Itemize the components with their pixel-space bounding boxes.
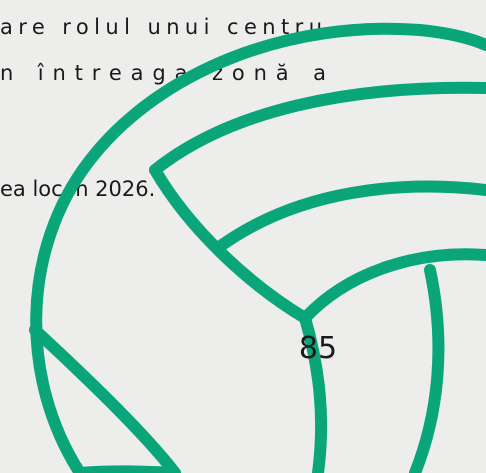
page-number: 85 bbox=[299, 331, 337, 366]
document-page: are rolul unui centru n întreaga zonă a … bbox=[0, 0, 486, 473]
page: are rolul unui centru n întreaga zonă a … bbox=[0, 0, 486, 473]
